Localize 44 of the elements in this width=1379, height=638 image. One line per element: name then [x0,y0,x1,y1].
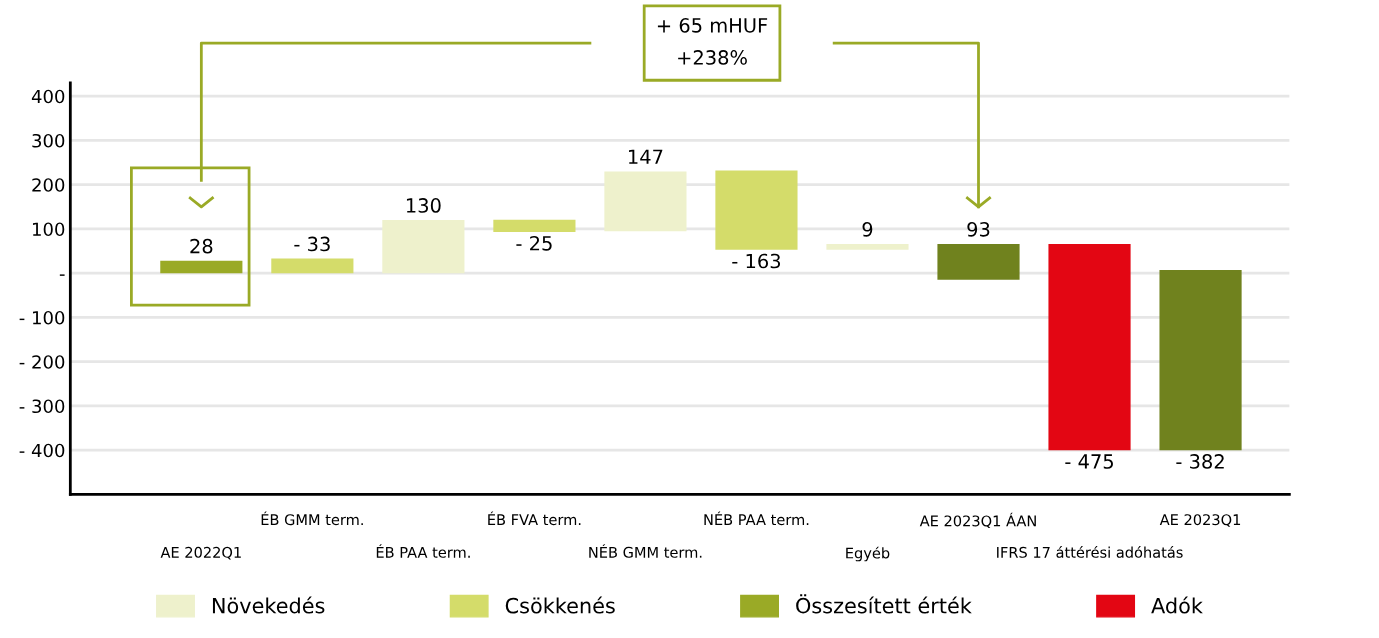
x-tick-label: AE 2023Q1 [1159,514,1241,527]
annotation: - 25 [516,235,552,251]
y-tick-label: - 300 [19,399,65,414]
legend-label: Összesített érték [796,594,972,614]
x-tick-label: NÉB GMM term. [589,544,702,558]
annotation: 130 [406,198,441,213]
bar [1159,270,1242,451]
x-tick-label: ÉB PAA term. [376,544,470,558]
bar [604,171,687,232]
annotation: 147 [629,149,663,164]
legend-label: Adók [1151,596,1203,614]
y-tick-label: - 400 [19,443,65,458]
y-tick-label: 400 [31,89,65,104]
x-tick-label: AE 2022Q1 [160,546,241,560]
annotation: 93 [967,221,990,237]
bar [271,258,354,274]
x-tick-label: Egyéb [846,546,890,562]
y-tick-label: 300 [32,133,65,148]
bar [493,219,576,233]
bar [715,170,798,250]
y-tick-label: - [59,274,65,276]
y-tick-label: - 200 [19,355,65,369]
y-tick-label: 200 [32,178,65,192]
x-tick-label: ÉB GMM term. [261,511,363,526]
bar [937,244,1020,280]
x-tick-label: ÉB FVA term. [488,511,581,526]
bar [1048,244,1131,451]
annotation: - 33 [294,236,330,252]
bar [826,244,909,250]
x-tick-label: IFRS 17 áttérési adóhatás [997,545,1183,558]
y-tick-label: 100 [32,222,65,237]
legend-label: Növekedés [212,596,325,614]
annotation: 9 [862,221,873,237]
text: + 65 mHUF +238% [657,17,768,65]
legend-label: Csökkenés [505,596,615,614]
annotation: - 382 [1176,454,1224,469]
bar [160,260,243,274]
annotation: - 163 [732,253,781,269]
bar [382,220,465,274]
annotation: 28 [190,238,213,254]
x-tick-label: NÉB PAA term. [704,511,809,526]
x-tick-label: AE 2023Q1 ÁAN [919,512,1036,529]
y-tick-label: - 100 [19,310,65,325]
annotation: - 475 [1065,454,1113,469]
